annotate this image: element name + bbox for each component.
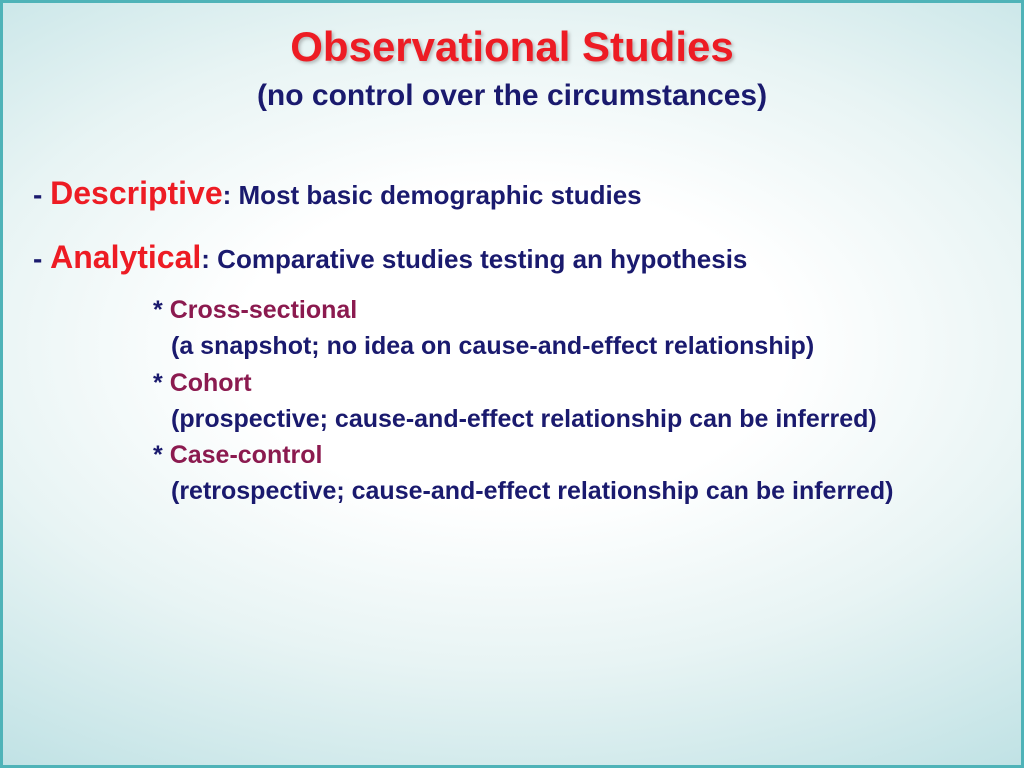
cohort-desc: (prospective; cause-and-effect relations…: [153, 401, 991, 437]
dash-1: -: [33, 179, 50, 210]
descriptive-desc: : Most basic demographic studies: [223, 180, 642, 210]
analytical-item: - Analytical: Comparative studies testin…: [33, 237, 991, 279]
star-3: *: [153, 441, 170, 469]
case-control-item: * Case-control (retrospective; cause-and…: [153, 437, 991, 510]
analytical-desc: : Comparative studies testing an hypothe…: [201, 244, 747, 274]
case-control-desc: (retrospective; cause-and-effect relatio…: [153, 473, 991, 509]
slide-container: Observational Studies (no control over t…: [0, 0, 1024, 768]
analytical-label: Analytical: [50, 239, 201, 275]
star-2: *: [153, 369, 170, 397]
slide-title: Observational Studies: [33, 23, 991, 71]
case-control-label: Case-control: [170, 441, 323, 469]
content-area: - Descriptive: Most basic demographic st…: [33, 173, 991, 510]
cross-sectional-desc: (a snapshot; no idea on cause-and-effect…: [153, 328, 991, 364]
cross-sectional-item: * Cross-sectional (a snapshot; no idea o…: [153, 292, 991, 365]
slide-subtitle: (no control over the circumstances): [33, 79, 991, 113]
star-1: *: [153, 296, 170, 324]
dash-2: -: [33, 243, 50, 274]
descriptive-item: - Descriptive: Most basic demographic st…: [33, 173, 991, 215]
cross-sectional-label: Cross-sectional: [170, 296, 358, 324]
cohort-label: Cohort: [170, 369, 252, 397]
cohort-item: * Cohort (prospective; cause-and-effect …: [153, 365, 991, 438]
descriptive-label: Descriptive: [50, 175, 223, 211]
analytical-sublist: * Cross-sectional (a snapshot; no idea o…: [33, 292, 991, 510]
